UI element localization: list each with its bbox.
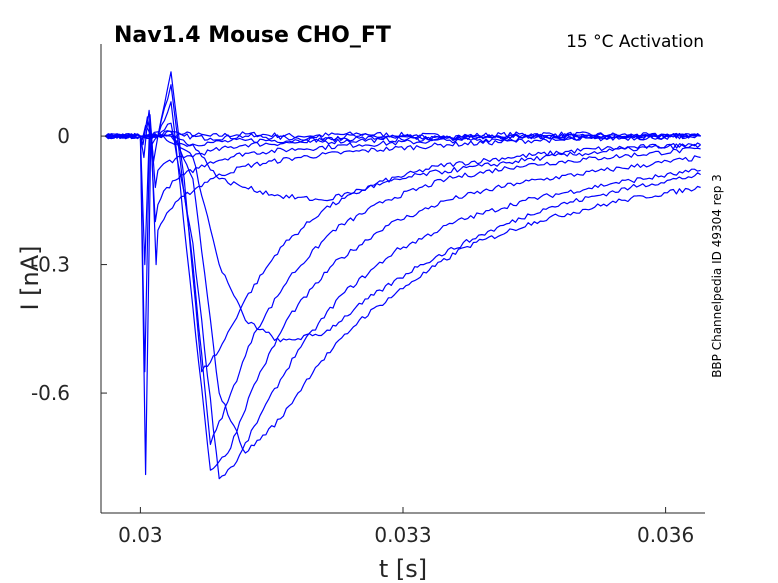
current-trace [105,84,701,446]
x-axis-label: t [s] [379,555,427,583]
y-axis-label: I [nA] [16,245,44,310]
y-tick-label: -0.3 [31,253,70,277]
current-traces [104,71,701,480]
y-tick-label: 0 [57,124,70,148]
current-trace [105,133,701,343]
current-trace [104,124,701,141]
current-trace [105,132,701,202]
side-label: BBP Channelpedia ID 49304 rep 3 [710,174,724,378]
current-trace [105,114,701,266]
x-tick-label: 0.03 [118,523,163,547]
chart-subtitle: 15 °C Activation [566,32,704,52]
x-tick-label: 0.036 [637,523,694,547]
y-tick-label: -0.6 [31,381,70,405]
x-tick-label: 0.033 [374,523,431,547]
current-trace [105,101,701,471]
current-trace [105,130,701,454]
current-trace [105,71,701,373]
current-trace [105,118,701,373]
chart-title: Nav1.4 Mouse CHO_FT [114,23,391,48]
current-trace [105,116,701,146]
axis-ticks: 0.03 0.033 0.036 0 -0.3 -0.6 [31,124,694,547]
current-trace [105,122,701,480]
